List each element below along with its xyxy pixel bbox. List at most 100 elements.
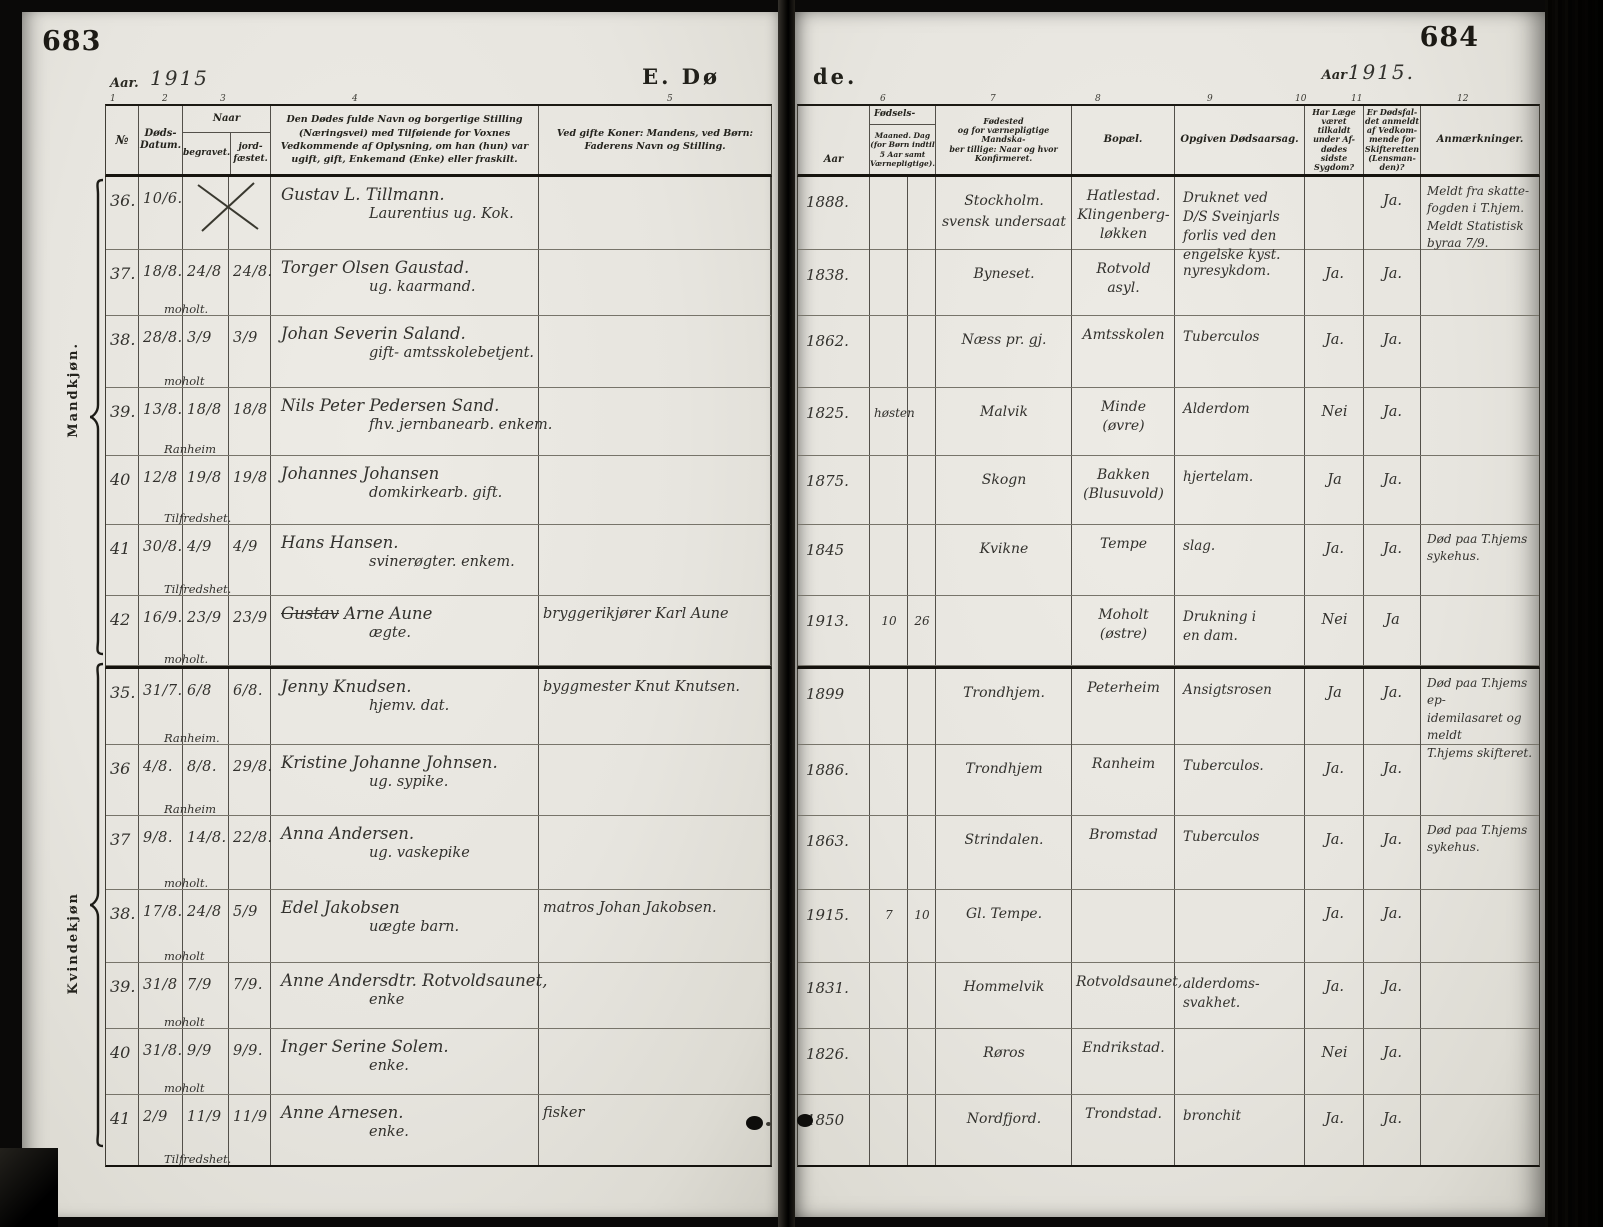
table-row: 1845 Kvikne Tempe slag. Ja. Ja. Død paa … bbox=[798, 525, 1539, 596]
page-edge-texture bbox=[1545, 0, 1603, 1227]
header-birth-label: Fødsels- bbox=[870, 106, 935, 125]
remarks: Død paa T.hjems sykehus. bbox=[1427, 532, 1528, 564]
header-when: Naar bbox=[183, 106, 270, 133]
cause-of-death: Ansigtsrosen bbox=[1175, 669, 1305, 762]
birthplace: Malvik bbox=[936, 388, 1072, 455]
name-line: Gustav Arne Aune bbox=[281, 604, 535, 623]
table-row: 36 4/8. 8/8. 29/8. Kristine Johanne John… bbox=[106, 745, 771, 816]
year-label-printed-right: Aar bbox=[1321, 68, 1347, 83]
buried-date: 19/8 bbox=[183, 456, 229, 524]
birth-month bbox=[870, 1095, 908, 1165]
name-line: Nils Peter Pedersen Sand. bbox=[281, 396, 535, 415]
entry-number: 35. bbox=[106, 669, 139, 744]
table-row: 39. 13/8. 18/8 18/8 Nils Peter Pedersen … bbox=[106, 388, 771, 456]
buried-date: 23/9 bbox=[183, 596, 229, 665]
residence: Ranheim bbox=[1072, 745, 1175, 815]
remarks bbox=[1421, 745, 1539, 815]
name-line: Anna Andersen. bbox=[281, 824, 535, 843]
death-date: 31/8 bbox=[139, 963, 183, 1028]
cemetery-note: moholt. bbox=[164, 302, 209, 316]
buried-date bbox=[183, 177, 229, 249]
male-section-brace bbox=[89, 178, 104, 656]
name-cell: Gustav Arne Aune ægte. bbox=[271, 596, 539, 665]
probate-notified: Ja. bbox=[1364, 890, 1421, 962]
cemetery-note: Ranheim bbox=[164, 442, 216, 456]
birth-day bbox=[908, 816, 936, 889]
cemetery-note: Ranheim bbox=[164, 802, 216, 816]
header-remarks: Anmærkninger. bbox=[1436, 133, 1524, 145]
relative-cell bbox=[539, 963, 771, 1028]
table-row: 1899 Trondhjem. Peterheim Ansigtsrosen J… bbox=[798, 669, 1539, 762]
table-row: 41 2/9 11/9 11/9 Anne Arnesen. enke. fis… bbox=[106, 1095, 771, 1166]
male-section-left: 36. 10/6. Gustav L. Tillmann. Laurentius… bbox=[105, 177, 772, 669]
interred-date bbox=[229, 177, 271, 249]
table-row: 1913. 10 26 Moholt (østre) Drukning i en… bbox=[798, 596, 1539, 666]
entry-number: 36 bbox=[106, 745, 139, 815]
table-row: 1826. Røros Endrikstad. Nei Ja. bbox=[798, 1029, 1539, 1095]
year-handwritten-left: 1915 bbox=[150, 66, 209, 90]
cause-of-death bbox=[1175, 1029, 1305, 1094]
female-section-left: 35. 31/7. 6/8 6/8. Jenny Knudsen. hjemv.… bbox=[105, 669, 772, 1167]
residence: Amtsskolen bbox=[1072, 316, 1175, 387]
residence: Tempe bbox=[1072, 525, 1175, 595]
interred-date: 3/9 bbox=[229, 316, 271, 387]
entry-number: 38. bbox=[106, 316, 139, 387]
interred-date: 11/9 bbox=[229, 1095, 271, 1165]
interred-date: 5/9 bbox=[229, 890, 271, 962]
residence: Endrikstad. bbox=[1072, 1029, 1175, 1094]
name-line: Anne Andersdtr. Rotvoldsaunet, bbox=[281, 971, 547, 990]
column-number: 11 bbox=[1351, 94, 1363, 104]
header-no: № bbox=[106, 106, 139, 174]
status-line: Laurentius ug. Kok. bbox=[369, 206, 514, 222]
binding-dot bbox=[746, 1116, 763, 1130]
probate-notified: Ja. bbox=[1364, 316, 1421, 387]
birthplace: Næss pr. gj. bbox=[936, 316, 1072, 387]
relative-cell bbox=[539, 177, 771, 249]
table-row: 36. 10/6. Gustav L. Tillmann. Laurentius… bbox=[106, 177, 771, 250]
birth-year: 1831. bbox=[798, 963, 870, 1028]
column-number: 3 bbox=[220, 94, 226, 104]
entry-number: 36. bbox=[106, 177, 139, 249]
birthplace: Kvikne bbox=[936, 525, 1072, 595]
birth-day bbox=[908, 1095, 936, 1165]
birth-year: 1838. bbox=[798, 250, 870, 315]
entry-number: 37 bbox=[106, 816, 139, 889]
struck-word: Gustav bbox=[281, 604, 340, 623]
doctor-called: Ja. bbox=[1305, 816, 1364, 889]
name-cell: Inger Serine Solem. enke. bbox=[271, 1029, 539, 1094]
birthplace: Trondhjem bbox=[936, 745, 1072, 815]
birthplace: Røros bbox=[936, 1029, 1072, 1094]
birth-day bbox=[908, 316, 936, 387]
death-date: 31/8. bbox=[139, 1029, 183, 1094]
doctor-called: Ja. bbox=[1305, 745, 1364, 815]
name-cell: Johan Severin Saland. gift- amtsskolebet… bbox=[271, 316, 539, 387]
remarks bbox=[1421, 250, 1539, 315]
cause-of-death: alderdoms- svakhet. bbox=[1175, 963, 1305, 1028]
residence: Hatlestad. Klingenberg- løkken bbox=[1072, 177, 1175, 265]
cemetery-note: moholt bbox=[164, 1015, 205, 1029]
column-number: 8 bbox=[1095, 94, 1101, 104]
doctor-called: Ja. bbox=[1305, 250, 1364, 315]
probate-notified: Ja bbox=[1364, 596, 1421, 665]
status-line: ug. kaarmand. bbox=[369, 279, 476, 295]
male-section-right: 1888. Stockholm. svensk undersaat Hatles… bbox=[797, 177, 1540, 669]
death-date: 30/8. bbox=[139, 525, 183, 595]
doctor-called: Ja. bbox=[1305, 525, 1364, 595]
birth-year: 1850 bbox=[798, 1095, 870, 1165]
doctor-called: Ja bbox=[1305, 669, 1364, 762]
death-date: 17/8. bbox=[139, 890, 183, 962]
birth-year: 1913. bbox=[798, 596, 870, 665]
name-cell: Hans Hansen. svinerøgter. enkem. bbox=[271, 525, 539, 595]
remarks bbox=[1421, 963, 1539, 1028]
birthplace: Strindalen. bbox=[936, 816, 1072, 889]
remarks bbox=[1421, 456, 1539, 524]
birth-day bbox=[908, 250, 936, 315]
entry-number: 42 bbox=[106, 596, 139, 665]
cause-of-death: Tuberculos. bbox=[1175, 745, 1305, 815]
interred-date: 6/8. bbox=[229, 669, 271, 744]
death-date: 4/8. bbox=[139, 745, 183, 815]
full-name: Kristine Johanne Johnsen. bbox=[281, 753, 498, 772]
table-header-left: № Døds- Datum. Naar begravet. jord- fæst… bbox=[105, 104, 772, 177]
residence: Bromstad bbox=[1072, 816, 1175, 889]
interred-date: 7/9. bbox=[229, 963, 271, 1028]
